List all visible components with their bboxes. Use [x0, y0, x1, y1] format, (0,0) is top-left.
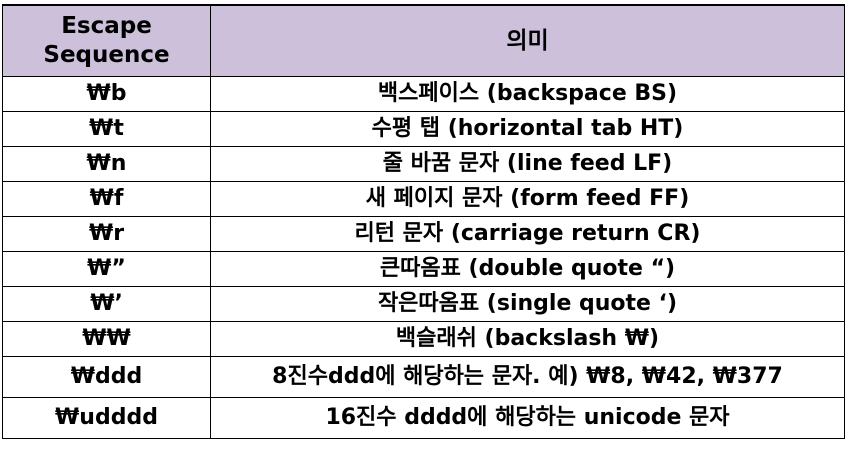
meaning-cell: 큰따옴표 (double quote “): [210, 251, 845, 287]
table-row: ₩ddd 8진수ddd에 해당하는 문자. 예) ₩8, ₩42, ₩377: [2, 356, 845, 398]
meaning-cell: 16진수 dddd에 해당하는 unicode 문자: [210, 397, 845, 439]
escape-cell: ₩udddd: [2, 397, 211, 439]
table-body: ₩b 백스페이스 (backspace BS) ₩t 수평 탭 (horizon…: [2, 76, 845, 439]
escape-cell: ₩ddd: [2, 356, 211, 398]
meaning-cell: 작은따옴표 (single quote ‘): [210, 286, 845, 322]
escape-cell: ₩f: [2, 181, 211, 217]
header-row: Escape Sequence 의미: [2, 4, 845, 77]
table-row: ₩t 수평 탭 (horizontal tab HT): [2, 111, 845, 147]
escape-cell: ₩n: [2, 146, 211, 182]
escape-sequence-table-container: Escape Sequence 의미 ₩b 백스페이스 (backspace B…: [2, 4, 845, 439]
table-row: ₩r 리턴 문자 (carriage return CR): [2, 216, 845, 252]
meaning-cell: 줄 바꿈 문자 (line feed LF): [210, 146, 845, 182]
escape-cell: ₩r: [2, 216, 211, 252]
header-escape-line1: Escape: [61, 13, 152, 39]
meaning-cell: 리턴 문자 (carriage return CR): [210, 216, 845, 252]
escape-cell: ₩t: [2, 111, 211, 147]
table-header: Escape Sequence 의미: [2, 4, 845, 77]
table-row: ₩b 백스페이스 (backspace BS): [2, 76, 845, 112]
table-row: ₩₩ 백슬래쉬 (backslash ₩): [2, 321, 845, 357]
meaning-cell: 백슬래쉬 (backslash ₩): [210, 321, 845, 357]
table-row: ₩udddd 16진수 dddd에 해당하는 unicode 문자: [2, 397, 845, 439]
escape-sequence-table: Escape Sequence 의미 ₩b 백스페이스 (backspace B…: [2, 4, 845, 439]
escape-cell: ₩₩: [2, 321, 211, 357]
meaning-cell: 8진수ddd에 해당하는 문자. 예) ₩8, ₩42, ₩377: [210, 356, 845, 398]
table-row: ₩n 줄 바꿈 문자 (line feed LF): [2, 146, 845, 182]
escape-cell: ₩b: [2, 76, 211, 112]
escape-cell: ₩’: [2, 286, 211, 322]
header-escape-sequence: Escape Sequence: [2, 4, 211, 77]
escape-cell: ₩”: [2, 251, 211, 287]
header-meaning: 의미: [210, 4, 845, 77]
meaning-cell: 새 페이지 문자 (form feed FF): [210, 181, 845, 217]
header-escape-line2: Sequence: [43, 42, 170, 68]
meaning-cell: 백스페이스 (backspace BS): [210, 76, 845, 112]
meaning-cell: 수평 탭 (horizontal tab HT): [210, 111, 845, 147]
table-row: ₩f 새 페이지 문자 (form feed FF): [2, 181, 845, 217]
table-row: ₩” 큰따옴표 (double quote “): [2, 251, 845, 287]
table-row: ₩’ 작은따옴표 (single quote ‘): [2, 286, 845, 322]
